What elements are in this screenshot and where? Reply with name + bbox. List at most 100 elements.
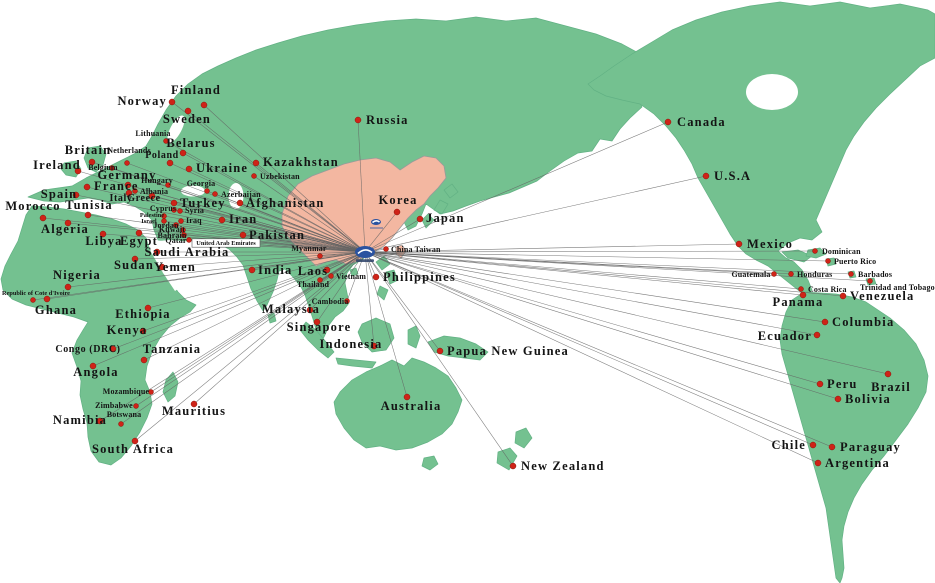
marker-laos (323, 266, 331, 274)
route-line-kenya (142, 251, 366, 332)
marker-morocco (39, 214, 47, 222)
route-line-papua-new-guinea (364, 251, 441, 352)
island-philippines-2 (385, 269, 399, 285)
marker-sweden (184, 107, 192, 115)
marker-vietnam (328, 273, 334, 279)
label-kazakhstan: Kazakhstan (263, 155, 339, 169)
label-albania: Albania (140, 187, 168, 196)
label-tunisia: Tunisia (65, 198, 113, 212)
route-line-kuwait (182, 229, 366, 253)
label-belarus: Belarus (166, 136, 215, 150)
route-line-south-africa (134, 251, 366, 442)
marker-ireland (74, 167, 82, 175)
label-spain: Spain (41, 187, 78, 201)
label-jordan: Jordan (153, 221, 179, 230)
marker-algeria (64, 219, 72, 227)
label-kenya: Kenya (107, 323, 148, 337)
landmass-south-america (779, 291, 929, 583)
route-line-bolivia (364, 251, 839, 400)
label-barbados: Barbados (858, 270, 892, 279)
label-algeria: Algeria (41, 222, 89, 236)
label-indonesia: Indonesia (320, 337, 383, 351)
marker-israel (161, 218, 167, 224)
label-united-arab-emirates: United Arab Emirates (196, 240, 256, 247)
route-line-indonesia (364, 251, 375, 347)
label-poland: Poland (145, 150, 179, 161)
route-line-iraq (180, 220, 366, 253)
label-zimbabwe: Zimbabwe (95, 401, 133, 410)
logo-marks-layer (355, 219, 383, 262)
label-kuwait: Kuwait (159, 225, 185, 234)
marker-australia (403, 393, 411, 401)
marker-venezuela (839, 292, 847, 300)
label-germany: Germany (97, 168, 156, 182)
marker-kazakhstan (252, 159, 260, 167)
route-line-belgium (111, 167, 366, 253)
ship-logo-icon (370, 219, 383, 229)
label-laos: Laos (298, 264, 329, 278)
label-finland: Finland (171, 83, 221, 97)
label-ethiopia: Ethiopia (115, 307, 170, 321)
marker-guatemala (771, 271, 777, 277)
label-yemen: Yemen (154, 260, 196, 274)
marker-finland (200, 101, 208, 109)
island-philippines-3 (376, 285, 389, 301)
marker-singapore (313, 318, 321, 326)
label-sweden: Sweden (163, 112, 211, 126)
marker-russia (354, 116, 362, 124)
island-philippines-1 (375, 255, 391, 271)
marker-canada (664, 118, 672, 126)
landmass-north-america (587, 1, 935, 297)
marker-thailand (317, 277, 323, 283)
label-uzbekistan: Uzbekistan (260, 172, 300, 181)
label-france: France (94, 179, 139, 193)
route-line-costa-rica (364, 251, 802, 290)
marker-ethiopia (144, 304, 152, 312)
marker-korea (393, 208, 401, 216)
marker-kenya (139, 327, 147, 335)
label-new-zealand: New Zealand (521, 459, 605, 473)
hudson-bay (746, 74, 798, 110)
label-russia: Russia (366, 113, 409, 127)
route-line-morocco (42, 217, 366, 253)
marker-qatar (186, 237, 192, 243)
marker-tanzania (140, 356, 148, 364)
marker-malaysia (306, 306, 314, 314)
marker-india (248, 266, 256, 274)
marker-syria (177, 208, 183, 214)
label-angola: Angola (73, 365, 118, 379)
label-panama: Panama (773, 295, 824, 309)
label-palestine: Palestine (140, 212, 164, 219)
marker-papua-new-guinea (436, 347, 444, 355)
label-sudan: Sudan (114, 258, 154, 272)
island-madagascar (162, 371, 179, 403)
label-afghanistan: Afghanistan (246, 196, 325, 210)
label-argentina: Argentina (825, 456, 890, 470)
island-cuba (781, 249, 813, 263)
route-line-algeria (67, 222, 366, 253)
label-republic-of-cote-d-ivoire: Republic of Cote d'Ivoire (2, 290, 70, 297)
marker-belgium (109, 165, 115, 171)
marker-u-s-a (702, 172, 710, 180)
marker-republic-of-cote-d-ivoire (30, 297, 36, 303)
route-line-iran (221, 219, 366, 253)
marker-chile (809, 441, 817, 449)
marker-georgia (204, 188, 210, 194)
marker-iraq (178, 218, 184, 224)
marker-poland (166, 159, 174, 167)
island-borneo (357, 317, 395, 353)
label-morocco: Morocco (5, 199, 60, 213)
route-line-malaysia (309, 251, 366, 311)
route-line-ukraine (188, 168, 366, 253)
label-guatemala: Guatemala (731, 270, 770, 279)
marker-dominican (812, 248, 818, 254)
label-mozambique: Mozambique (103, 387, 150, 396)
marker-egypt (135, 229, 143, 237)
label-botswana: Botswana (107, 410, 142, 419)
marker-argentina (814, 459, 822, 467)
marker-barbados (848, 271, 854, 277)
label-mexico: Mexico (747, 237, 793, 251)
label-honduras: Honduras (797, 270, 832, 279)
label-libya: Libya (85, 234, 122, 248)
